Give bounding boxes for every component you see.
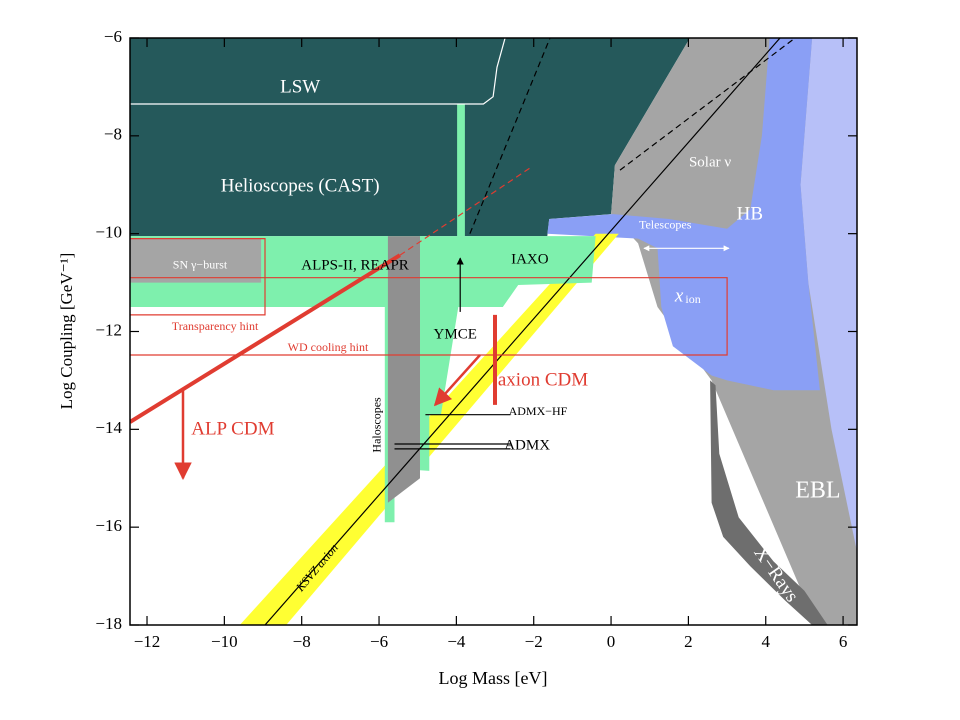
annotation: YMCE (434, 326, 477, 342)
annotation: x (674, 286, 684, 307)
annotation: Telescopes (639, 218, 692, 232)
curve (619, 38, 796, 171)
annotation: Transparency hint (172, 319, 259, 333)
annotation: ADMX (504, 437, 550, 453)
curve (130, 277, 728, 356)
region (130, 38, 690, 237)
x-tick-label: −2 (525, 632, 543, 651)
y-axis-title: Log Coupling [GeV⁻¹] (57, 253, 76, 410)
annotation: IAXO (511, 252, 549, 268)
x-tick-label: 2 (684, 632, 693, 651)
x-tick-label: 6 (839, 632, 848, 651)
y-tick-label: −10 (95, 223, 122, 242)
annotation: ADMX−HF (509, 404, 568, 418)
axes: −12 −10 −8 −6 −4 −2 0 2 4 6 −18 −16 −14 −12 −10 −8 −6 (95, 27, 857, 651)
region (387, 236, 420, 503)
annotation: SN γ−burst (173, 258, 228, 272)
annotation: Solar ν (689, 155, 731, 171)
annotation: ALP CDM (191, 419, 274, 440)
curve (130, 238, 266, 316)
annotation: WD cooling hint (288, 340, 369, 354)
region (710, 380, 828, 625)
annotation: LSW (280, 76, 320, 97)
x-tick-label: −6 (370, 632, 388, 651)
region (800, 38, 857, 552)
annotation: Helioscopes (CAST) (221, 176, 380, 197)
annotation: ion (685, 292, 700, 306)
x-tick-label: −12 (134, 632, 161, 651)
curve (264, 38, 781, 625)
annotation: Haloscopes (370, 397, 384, 453)
y-tick-label: −18 (95, 614, 122, 633)
y-tick-label: −8 (104, 125, 122, 144)
y-tick-label: −12 (95, 320, 122, 339)
x-tick-label: −10 (211, 632, 238, 651)
x-tick-label: −8 (293, 632, 311, 651)
region (130, 238, 262, 283)
x-tick-label: −4 (447, 632, 466, 651)
annotation: EBL (795, 477, 840, 503)
curve (130, 253, 401, 424)
annotation: ALPS-II, REAPR (301, 257, 409, 273)
y-tick-label: −14 (95, 418, 122, 437)
region (423, 307, 459, 415)
curve (130, 38, 506, 105)
curve (433, 354, 481, 407)
x-axis-title: Log Mass [eV] (439, 668, 548, 688)
annotation: axion CDM (498, 369, 588, 390)
y-tick-label: −6 (104, 27, 122, 46)
annotation: HB (737, 203, 763, 224)
region (457, 104, 465, 237)
curve (399, 167, 531, 256)
y-tick-label: −16 (95, 516, 122, 535)
region (547, 38, 820, 391)
x-tick-label: 4 (761, 632, 770, 651)
plot-area (130, 38, 857, 625)
curve (469, 38, 551, 234)
x-tick-label: 0 (607, 632, 616, 651)
